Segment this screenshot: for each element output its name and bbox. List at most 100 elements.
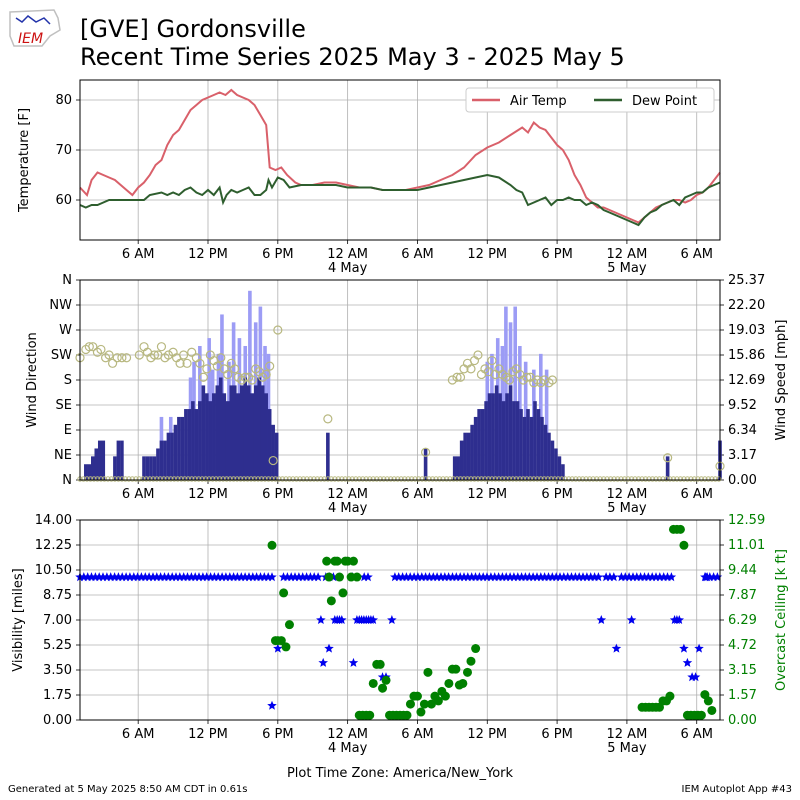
wind-direction-calm-point <box>559 476 565 482</box>
wind-direction-calm-point <box>202 476 209 482</box>
x-tick-label: 6 AM <box>401 247 434 262</box>
wind-direction-calm-point <box>541 476 547 482</box>
wind-direction-calm-point <box>84 476 90 482</box>
dew-point-line <box>79 173 721 227</box>
y2-tick-label: 11.01 <box>728 538 765 553</box>
x-tick-label: 12 PM <box>467 727 507 742</box>
wind-direction-calm-point <box>272 476 279 482</box>
wind-direction-calm-point <box>360 476 366 482</box>
wind-direction-calm-point <box>600 476 607 482</box>
wind-direction-calm-point <box>656 476 663 482</box>
visibility-point <box>175 572 185 582</box>
wind-direction-calm-point <box>618 476 624 482</box>
wind-direction-calm-point <box>614 476 621 482</box>
visibility-point <box>202 572 212 582</box>
ceiling-point <box>324 572 334 582</box>
wind-direction-calm-point <box>185 476 191 482</box>
app-label: IEM Autoplot App #43 <box>681 784 792 795</box>
wind-direction-calm-point <box>712 476 719 482</box>
wind-speed-bar <box>260 385 265 480</box>
wind-speed-bar <box>501 401 506 480</box>
visibility-point <box>559 572 569 582</box>
wind-direction-calm-point <box>527 476 534 482</box>
wind-direction-calm-point <box>632 476 638 482</box>
y-axis-label: Temperature [F] <box>17 108 32 213</box>
wind-direction-calm-point <box>237 476 244 482</box>
wind-speed-bar <box>494 385 499 480</box>
wind-speed-bar <box>557 456 562 480</box>
visibility-point <box>694 643 704 653</box>
wind-direction-calm-point <box>168 476 174 482</box>
wind-speed-bar <box>515 401 520 480</box>
wind-direction-calm-point <box>199 476 205 482</box>
wind-speed-bar <box>101 440 106 480</box>
wind-direction-calm-point <box>234 476 240 482</box>
y2-tick-label: 9.52 <box>728 398 757 413</box>
wind-speed-bar <box>236 393 241 480</box>
wind-speed-bar <box>142 456 146 480</box>
wind-direction-calm-point <box>258 476 265 482</box>
wind-direction-calm-point <box>339 476 345 482</box>
y-axis-label: Visibility [miles] <box>11 568 26 671</box>
visibility-point <box>626 615 637 624</box>
wind-direction-calm-point <box>269 476 275 482</box>
x-tick-label: 12 AM <box>327 247 368 262</box>
wind-direction-calm-point <box>464 476 471 482</box>
wind-speed-bar <box>512 401 516 480</box>
visibility-point <box>163 572 174 582</box>
wind-speed-bar <box>91 456 95 480</box>
wind-direction-point <box>175 358 185 368</box>
wind-speed-bar <box>152 456 157 480</box>
wind-speed-bar <box>166 432 171 480</box>
y2-tick-label: 6.29 <box>728 613 757 628</box>
wind-direction-calm-point <box>531 476 537 482</box>
visibility-point <box>509 572 519 582</box>
wind-direction-calm-point <box>112 476 118 482</box>
wind-direction-calm-point <box>290 476 296 482</box>
y-tick-label: 5.25 <box>43 638 72 653</box>
y-tick-label: NW <box>49 298 72 313</box>
y-tick-label: 0.00 <box>43 713 72 728</box>
ceiling-point <box>423 667 433 677</box>
wind-direction-calm-point <box>227 476 233 482</box>
wind-direction-point <box>447 375 457 385</box>
wind-direction-calm-point <box>276 476 282 482</box>
y2-tick-label: 0.00 <box>728 713 757 728</box>
wind-direction-calm-point <box>695 476 701 482</box>
wind-direction-calm-point <box>566 476 572 482</box>
visibility-point <box>609 572 619 582</box>
visibility-point <box>232 572 243 582</box>
x-tick-label: 6 AM <box>401 487 434 502</box>
x-tick-label: 6 AM <box>680 487 713 502</box>
wind-speed-bar <box>239 385 244 480</box>
ceiling-point <box>696 710 706 720</box>
wind-speed-bar <box>665 456 670 480</box>
wind-speed-bar <box>84 464 88 480</box>
x-tick-label: 6 PM <box>541 727 572 742</box>
visibility-point <box>117 572 127 582</box>
wind-speed-bar <box>94 448 99 480</box>
wind-direction-calm-point <box>677 476 684 482</box>
visibility-point <box>574 572 584 582</box>
wind-speed-bar <box>466 432 471 480</box>
wind-direction-calm-point <box>628 476 635 482</box>
wind-direction-calm-point <box>422 476 429 482</box>
wind-speed-bar <box>491 393 495 480</box>
wind-direction-calm-point <box>101 476 108 482</box>
wind-direction-point <box>522 372 532 382</box>
visibility-point <box>611 643 622 653</box>
wind-speed-bar <box>229 385 234 480</box>
wind-speed-bar <box>116 440 121 480</box>
wind-direction-calm-point <box>681 476 687 482</box>
wind-direction-calm-point <box>450 476 457 482</box>
wind-direction-calm-point <box>346 476 352 482</box>
wind-direction-calm-point <box>646 476 652 482</box>
ceiling-point <box>433 696 443 706</box>
ceiling-point <box>326 596 336 606</box>
wind-direction-calm-point <box>649 476 656 482</box>
wind-speed-bar <box>232 385 237 480</box>
wind-direction-calm-point <box>642 476 649 482</box>
wind-direction-calm-point <box>332 476 338 482</box>
wind-direction-point <box>121 353 132 363</box>
y-tick-label: E <box>64 423 72 438</box>
